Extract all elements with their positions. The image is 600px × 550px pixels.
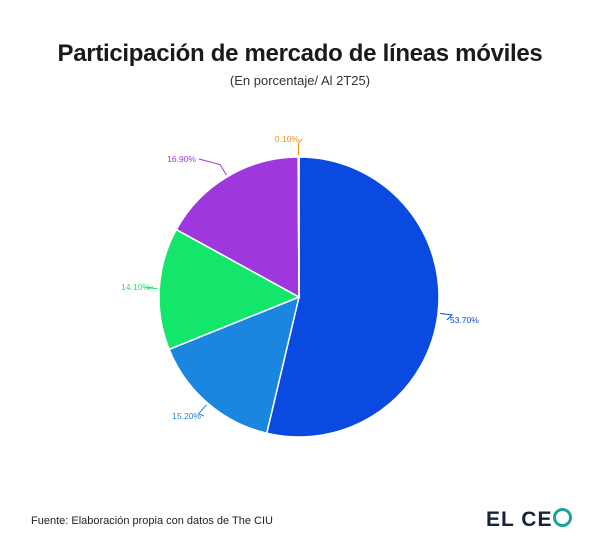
pie-data-label: 15.20% <box>172 411 201 421</box>
brand-logo: EL CE <box>486 508 573 532</box>
pie-data-label: 0.10% <box>275 134 300 144</box>
pie-leader-line <box>198 158 227 176</box>
pie-data-label: 53.70% <box>450 315 479 325</box>
chart-subtitle: (En porcentaje/ Al 2T25) <box>229 73 371 88</box>
source-note: Fuente: Elaboración propia con datos de … <box>31 515 273 527</box>
pie-leader-line <box>298 138 303 156</box>
pie-leader-lines <box>145 138 454 417</box>
pie-slice <box>297 156 300 298</box>
pie-data-labels: 53.70% 15.20% 14.10% 16.90% 0.10% <box>121 134 479 421</box>
pie-data-label: 14.10% <box>121 282 150 292</box>
pie-data-label: 16.90% <box>167 154 196 164</box>
pie-slice <box>168 295 301 435</box>
pie-leader-line <box>145 286 158 290</box>
logo-text: EL CE <box>486 508 553 531</box>
pie-leader-line <box>439 312 454 321</box>
pie-leader-line <box>197 404 207 417</box>
pie-slices <box>158 156 440 438</box>
chart-title: Participación de mercado de líneas móvil… <box>57 40 543 67</box>
pie-slice <box>158 228 301 351</box>
pie-slice <box>265 156 440 438</box>
pie-slice <box>175 156 300 299</box>
logo-o-mark <box>553 508 573 527</box>
